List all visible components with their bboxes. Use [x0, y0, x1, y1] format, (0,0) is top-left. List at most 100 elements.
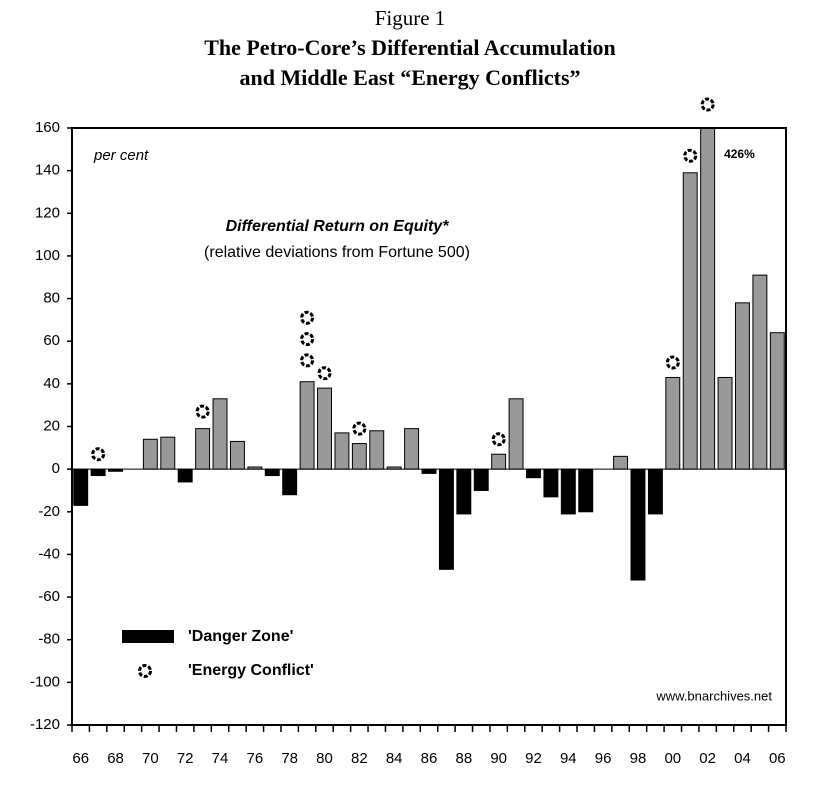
marker-ring [491, 432, 506, 447]
bar [177, 468, 193, 483]
x-tick-label: 84 [386, 750, 403, 767]
energy-conflict-marker [700, 97, 715, 112]
bar [560, 468, 576, 515]
bar [351, 443, 367, 470]
bar [456, 468, 472, 515]
x-tick-label: 94 [560, 750, 577, 767]
x-tick-label: 78 [281, 750, 298, 767]
y-tick-label: 60 [43, 332, 60, 349]
chart-title: The Petro-Core’s Differential Accumulati… [204, 35, 616, 60]
x-tick-label: 98 [630, 750, 647, 767]
bar [752, 274, 768, 470]
x-tick-label: 86 [421, 750, 438, 767]
energy-conflict-marker [352, 421, 367, 436]
bar [369, 430, 385, 470]
bar [195, 428, 211, 470]
y-tick-label: 80 [43, 290, 60, 307]
y-tick-label: -100 [30, 673, 60, 690]
bar [264, 468, 280, 477]
energy-conflict-marker [683, 148, 698, 163]
x-tick-label: 76 [247, 750, 264, 767]
legend-label: 'Danger Zone' [188, 628, 293, 645]
bar [717, 376, 733, 470]
subtitle: (relative deviations from Fortune 500) [204, 244, 470, 261]
bar [578, 468, 594, 513]
bar [73, 468, 89, 506]
marker-ring [665, 355, 680, 370]
bar [473, 468, 489, 491]
legend-label: 'Energy Conflict' [188, 662, 314, 679]
value-label: 426% [724, 147, 755, 161]
y-tick-label: 140 [35, 162, 60, 179]
x-tick-label: 80 [316, 750, 333, 767]
marker-ring [683, 148, 698, 163]
bar [334, 432, 350, 470]
x-tick-label: 74 [212, 750, 229, 767]
x-tick-label: 70 [142, 750, 159, 767]
marker-ring [300, 310, 315, 325]
x-tick-label: 90 [490, 750, 507, 767]
energy-conflict-marker [665, 355, 680, 370]
bar [630, 468, 646, 581]
y-tick-label: -20 [38, 503, 60, 520]
bar [317, 387, 332, 470]
bar [282, 468, 298, 496]
x-tick-label: 00 [664, 750, 681, 767]
y-tick-label: 160 [35, 119, 60, 136]
bar [769, 332, 785, 470]
marker-ring [91, 447, 106, 462]
source: www.bnarchives.net [655, 688, 772, 703]
y-tick-label: 120 [35, 204, 60, 221]
marker-ring [300, 353, 315, 368]
subtitle: Differential Return on Equity* [226, 218, 450, 235]
bar [421, 468, 437, 474]
marker-ring [195, 404, 210, 419]
marker-ring [138, 664, 152, 678]
bar [543, 468, 559, 498]
bar [613, 455, 629, 470]
bar [734, 302, 750, 470]
y-tick-label: -120 [30, 716, 60, 733]
bar [526, 468, 541, 479]
x-tick-label: 68 [107, 750, 124, 767]
x-tick-label: 04 [734, 750, 751, 767]
bar [438, 468, 454, 570]
y-tick-label: -80 [38, 631, 60, 648]
bar [665, 376, 681, 470]
x-tick-label: 66 [72, 750, 89, 767]
x-tick-label: 72 [177, 750, 194, 767]
energy-conflict-marker [138, 664, 152, 678]
value-label-bg [718, 142, 767, 168]
x-tick-label: 96 [595, 750, 612, 767]
legend-icon [138, 664, 152, 678]
bar [229, 440, 245, 470]
bar [647, 468, 663, 515]
energy-conflict-marker [491, 432, 506, 447]
energy-conflict-marker [91, 447, 106, 462]
x-tick-label: 82 [351, 750, 368, 767]
marker-ring [317, 366, 332, 381]
energy-conflict-marker [300, 353, 315, 368]
energy-conflict-marker [317, 366, 332, 381]
bar [404, 428, 420, 470]
y-tick-label: 40 [43, 375, 60, 392]
y-tick-label: 20 [43, 417, 60, 434]
x-tick-label: 02 [699, 750, 716, 767]
bar [700, 127, 716, 470]
y-unit: per cent [93, 147, 149, 164]
bar [212, 398, 228, 470]
bar [299, 381, 315, 470]
plot-frame [71, 127, 787, 726]
marker-ring [300, 332, 315, 347]
bar [90, 468, 106, 477]
x-tick-label: 06 [769, 750, 786, 767]
energy-conflict-marker [300, 332, 315, 347]
bar [491, 453, 507, 470]
legend-swatch [122, 630, 174, 643]
bar [682, 172, 698, 470]
x-tick-label: 92 [525, 750, 542, 767]
marker-ring [352, 421, 367, 436]
energy-conflict-marker [195, 404, 210, 419]
y-tick-label: -60 [38, 588, 60, 605]
